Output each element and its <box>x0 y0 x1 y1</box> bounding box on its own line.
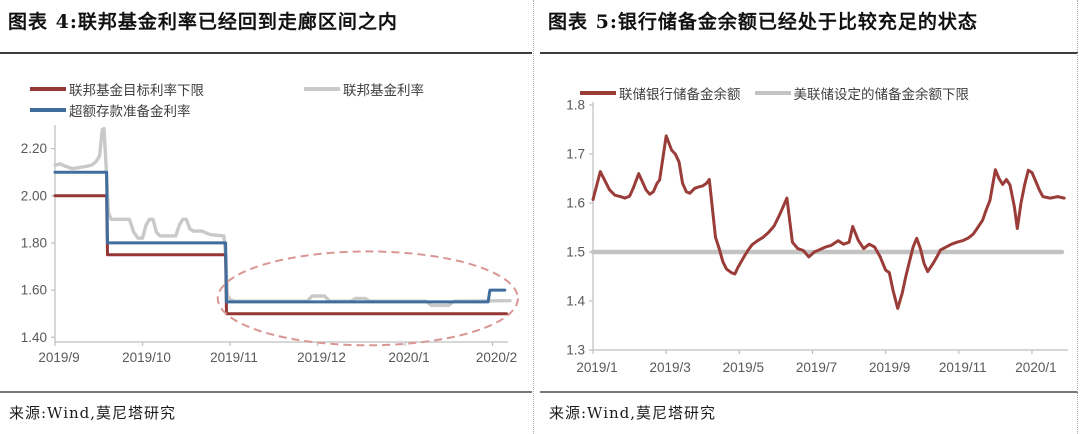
gray-line-marker-icon <box>304 87 340 91</box>
svg-text:2019/11: 2019/11 <box>939 360 987 375</box>
chart-5-plot-area: 1.3 1.4 1.5 1.6 1.7 1.8 2019/1 2019/3 2019/5 2019… <box>566 98 1068 375</box>
legend-label: 美联储设定的储备金余额下限 <box>793 87 970 102</box>
legend-label: 联邦基金利率 <box>343 83 424 98</box>
chart-4-legend: 联邦基金目标利率下限 联邦基金利率 超额存款准备金利率 <box>30 79 424 120</box>
svg-text:2019/1: 2019/1 <box>576 360 617 375</box>
chart-4-bottom-rule <box>0 391 532 393</box>
legend-row: 联邦基金目标利率下限 联邦基金利率 <box>30 79 424 99</box>
chart-5-title-rule <box>540 52 1078 54</box>
gray-line-marker-icon <box>754 91 791 95</box>
chart-4-title-rule <box>0 52 532 54</box>
chart-4-source: 来源:Wind,莫尼塔研究 <box>9 404 177 422</box>
svg-text:2019/3: 2019/3 <box>650 360 691 375</box>
legend-item-fed-funds-rate: 联邦基金利率 <box>304 79 424 99</box>
svg-text:2019/7: 2019/7 <box>796 360 837 375</box>
svg-text:2019/10: 2019/10 <box>122 350 171 365</box>
legend-item-target-rate-lower-bound: 联邦基金目标利率下限 <box>30 79 204 99</box>
legend-label: 联邦基金目标利率下限 <box>69 83 204 98</box>
legend-label: 超额存款准备金利率 <box>69 104 191 119</box>
svg-text:1.7: 1.7 <box>566 147 585 162</box>
panel-chart-5: 图表 5:银行储备金余额已经处于比较充足的状态 联储银行储备金余额 美联储设定的… <box>540 0 1080 434</box>
svg-text:2.20: 2.20 <box>21 141 47 156</box>
svg-text:2019/9: 2019/9 <box>869 360 910 375</box>
legend-item-reserve-floor: 美联储设定的储备金余额下限 <box>754 83 970 103</box>
chart-5-title: 图表 5:银行储备金余额已经处于比较充足的状态 <box>548 11 978 33</box>
red-line-marker-icon <box>580 91 616 95</box>
blue-line-marker-icon <box>30 108 66 112</box>
svg-text:1.80: 1.80 <box>21 235 47 250</box>
legend-item-ioer-rate: 超额存款准备金利率 <box>30 100 191 120</box>
svg-text:2019/9: 2019/9 <box>38 350 79 365</box>
svg-text:2020/2: 2020/2 <box>476 350 517 365</box>
svg-text:2019/5: 2019/5 <box>723 360 764 375</box>
chart-5-source: 来源:Wind,莫尼塔研究 <box>549 404 717 422</box>
right-edge-divider <box>1077 0 1078 434</box>
panel-divider <box>533 0 534 434</box>
svg-text:1.8: 1.8 <box>566 98 585 113</box>
chart-4-plot-area: 1.40 1.60 1.80 2.00 2.20 2019/9 2019/10 2019/11… <box>21 125 519 365</box>
legend-label: 联储银行储备金余额 <box>619 87 741 102</box>
legend-row: 超额存款准备金利率 <box>30 100 424 120</box>
svg-text:1.6: 1.6 <box>566 196 585 211</box>
red-line-marker-icon <box>30 87 66 91</box>
panel-chart-4: 图表 4:联邦基金利率已经回到走廊区间之内 联邦基金目标利率下限 联邦基金利率 … <box>0 11 532 422</box>
svg-text:1.60: 1.60 <box>21 283 47 298</box>
svg-text:1.40: 1.40 <box>21 330 47 345</box>
chart-5-bottom-rule <box>540 391 1078 393</box>
legend-item-reserve-balances: 联储银行储备金余额 <box>580 83 741 103</box>
svg-text:2019/12: 2019/12 <box>297 350 346 365</box>
svg-text:2020/1: 2020/1 <box>388 350 429 365</box>
svg-text:2.00: 2.00 <box>21 188 47 203</box>
svg-text:1.5: 1.5 <box>566 245 585 260</box>
chart-5-legend: 联储银行储备金余额 美联储设定的储备金余额下限 <box>580 83 969 103</box>
svg-text:1.3: 1.3 <box>566 343 585 358</box>
svg-text:2020/1: 2020/1 <box>1015 360 1056 375</box>
svg-text:2019/11: 2019/11 <box>210 350 258 365</box>
svg-text:1.4: 1.4 <box>566 294 585 309</box>
chart-4-title: 图表 4:联邦基金利率已经回到走廊区间之内 <box>8 11 398 33</box>
